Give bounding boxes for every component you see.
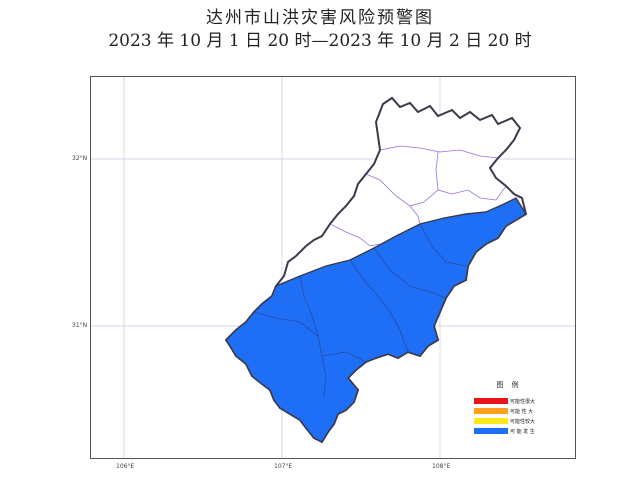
legend-label-very-high: 可能性很大 bbox=[510, 398, 536, 405]
legend-swatch-yellow bbox=[474, 418, 508, 424]
latitude-label-32n: 32°N bbox=[72, 155, 88, 162]
legend-label-possible: 可 能 发 生 bbox=[510, 428, 535, 435]
legend-item-moderate: 可能性较大 bbox=[474, 416, 544, 426]
county-boundary-south-6 bbox=[321, 351, 367, 363]
legend-swatch-red bbox=[474, 398, 508, 404]
legend-item-very-high: 可能性很大 bbox=[474, 396, 544, 406]
map-title-main: 达州市山洪灾害风险预警图 bbox=[206, 8, 434, 28]
county-boundary-south-2 bbox=[349, 259, 409, 353]
legend-label-moderate: 可能性较大 bbox=[510, 418, 536, 425]
legend-item-high: 可能 性 大 bbox=[474, 406, 544, 416]
longitude-label-106e: 106°E bbox=[116, 463, 135, 470]
legend-title: 图 例 bbox=[496, 381, 522, 389]
legend-label-high: 可能 性 大 bbox=[510, 408, 534, 415]
longitude-label-107e: 107°E bbox=[274, 463, 293, 470]
county-boundary-north-5 bbox=[435, 151, 439, 191]
latitude-label-31n: 31°N bbox=[72, 322, 88, 329]
county-boundary-south-3 bbox=[373, 247, 447, 299]
county-boundary-south-5 bbox=[419, 223, 467, 267]
map-title: 达州市山洪灾害风险预警图 2023 年 10 月 1 日 20 时—2023 年… bbox=[0, 6, 640, 52]
longitude-label-108e: 108°E bbox=[432, 463, 451, 470]
legend-swatch-orange bbox=[474, 408, 508, 414]
county-boundaries bbox=[329, 145, 507, 247]
county-boundary-north-3 bbox=[329, 223, 381, 247]
map-title-period: 2023 年 10 月 1 日 20 时—2023 年 10 月 2 日 20 … bbox=[108, 31, 532, 51]
legend-item-possible: 可 能 发 生 bbox=[474, 426, 544, 436]
map-legend: 图 例 可能性很大 可能 性 大 可能性较大 可 能 发 生 bbox=[474, 380, 544, 436]
county-boundary-north-4 bbox=[409, 205, 421, 225]
county-boundary-south-4 bbox=[253, 311, 319, 337]
warning-zone-possible bbox=[225, 197, 527, 443]
legend-swatch-blue bbox=[474, 428, 508, 434]
county-boundary-north-1 bbox=[379, 145, 499, 159]
county-boundaries-south bbox=[253, 223, 467, 397]
